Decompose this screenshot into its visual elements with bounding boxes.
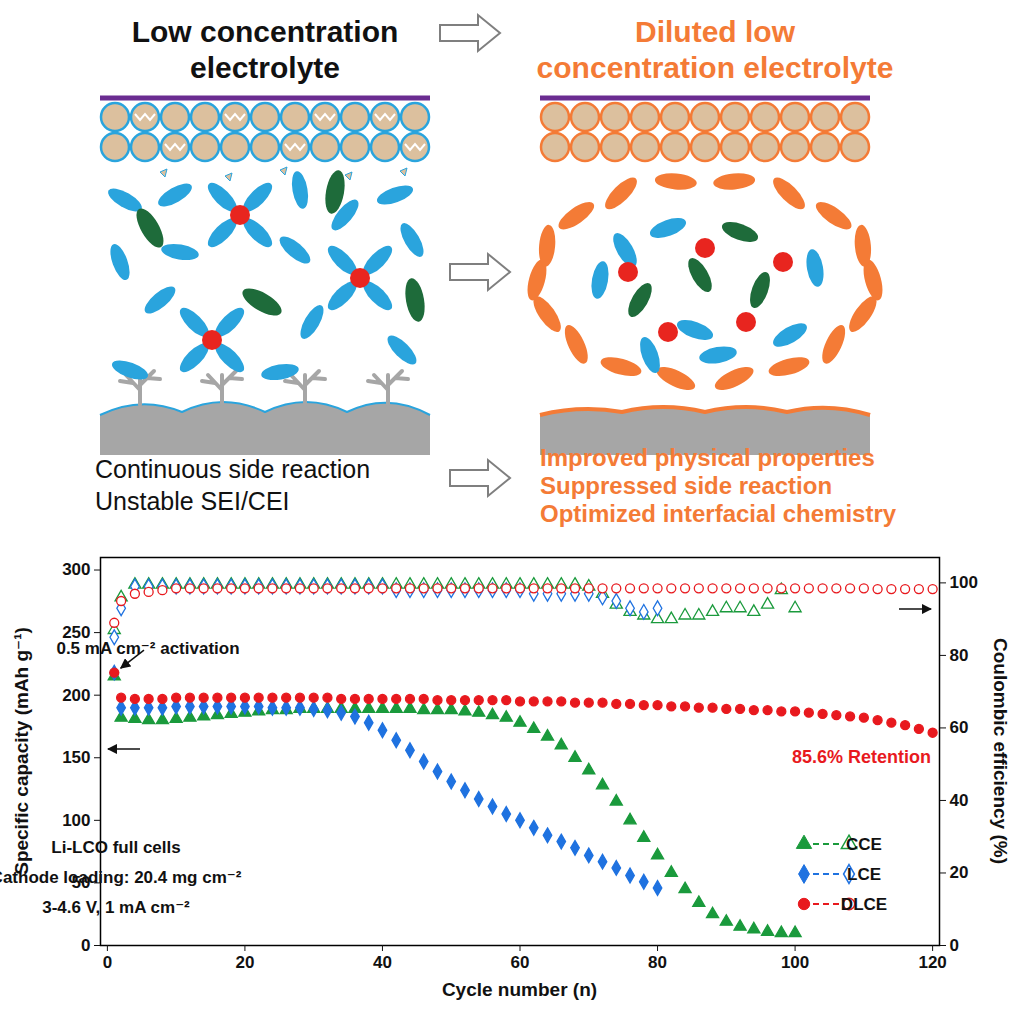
svg-text:40: 40 <box>950 791 969 810</box>
svg-text:60: 60 <box>950 718 969 737</box>
svg-text:40: 40 <box>373 953 392 972</box>
svg-text:CCE: CCE <box>846 835 882 854</box>
svg-text:80: 80 <box>648 953 667 972</box>
svg-text:300: 300 <box>62 560 90 579</box>
svg-text:85.6% Retention: 85.6% Retention <box>792 747 931 767</box>
svg-text:0.5 mA cm⁻² activation: 0.5 mA cm⁻² activation <box>56 639 239 658</box>
svg-text:100: 100 <box>950 573 978 592</box>
svg-text:0: 0 <box>103 953 112 972</box>
svg-text:Cycle number (n): Cycle number (n) <box>442 979 597 1000</box>
svg-text:250: 250 <box>62 623 91 642</box>
svg-text:150: 150 <box>62 748 90 767</box>
svg-text:20: 20 <box>950 863 969 882</box>
svg-text:Continuous side reactionUnstab: Continuous side reactionUnstable SEI/CEI <box>95 455 370 515</box>
svg-text:200: 200 <box>62 686 90 705</box>
svg-text:20: 20 <box>235 953 254 972</box>
svg-text:60: 60 <box>511 953 530 972</box>
svg-text:100: 100 <box>62 811 90 830</box>
svg-text:120: 120 <box>918 953 946 972</box>
svg-text:Cathode loading: 20.4 mg cm⁻²: Cathode loading: 20.4 mg cm⁻² <box>0 868 242 887</box>
svg-text:Improved physical propertiesSu: Improved physical propertiesSuppressed s… <box>540 444 897 527</box>
svg-text:3-4.6 V, 1 mA cm⁻²: 3-4.6 V, 1 mA cm⁻² <box>42 898 190 917</box>
svg-text:Specific capacity (mAh g⁻¹): Specific capacity (mAh g⁻¹) <box>11 627 32 875</box>
svg-text:Li-LCO full cells: Li-LCO full cells <box>51 838 180 857</box>
svg-text:LCE: LCE <box>847 865 881 884</box>
svg-text:0: 0 <box>81 936 90 955</box>
svg-text:0: 0 <box>950 936 959 955</box>
svg-text:100: 100 <box>781 953 809 972</box>
svg-text:DLCE: DLCE <box>841 895 887 914</box>
svg-text:Coulombic efficiency (%): Coulombic efficiency (%) <box>990 638 1009 864</box>
svg-text:Diluted lowconcentration elect: Diluted lowconcentration electrolyte <box>537 15 894 84</box>
svg-text:80: 80 <box>950 646 969 665</box>
svg-text:Low concentrationelectrolyte: Low concentrationelectrolyte <box>132 15 399 84</box>
